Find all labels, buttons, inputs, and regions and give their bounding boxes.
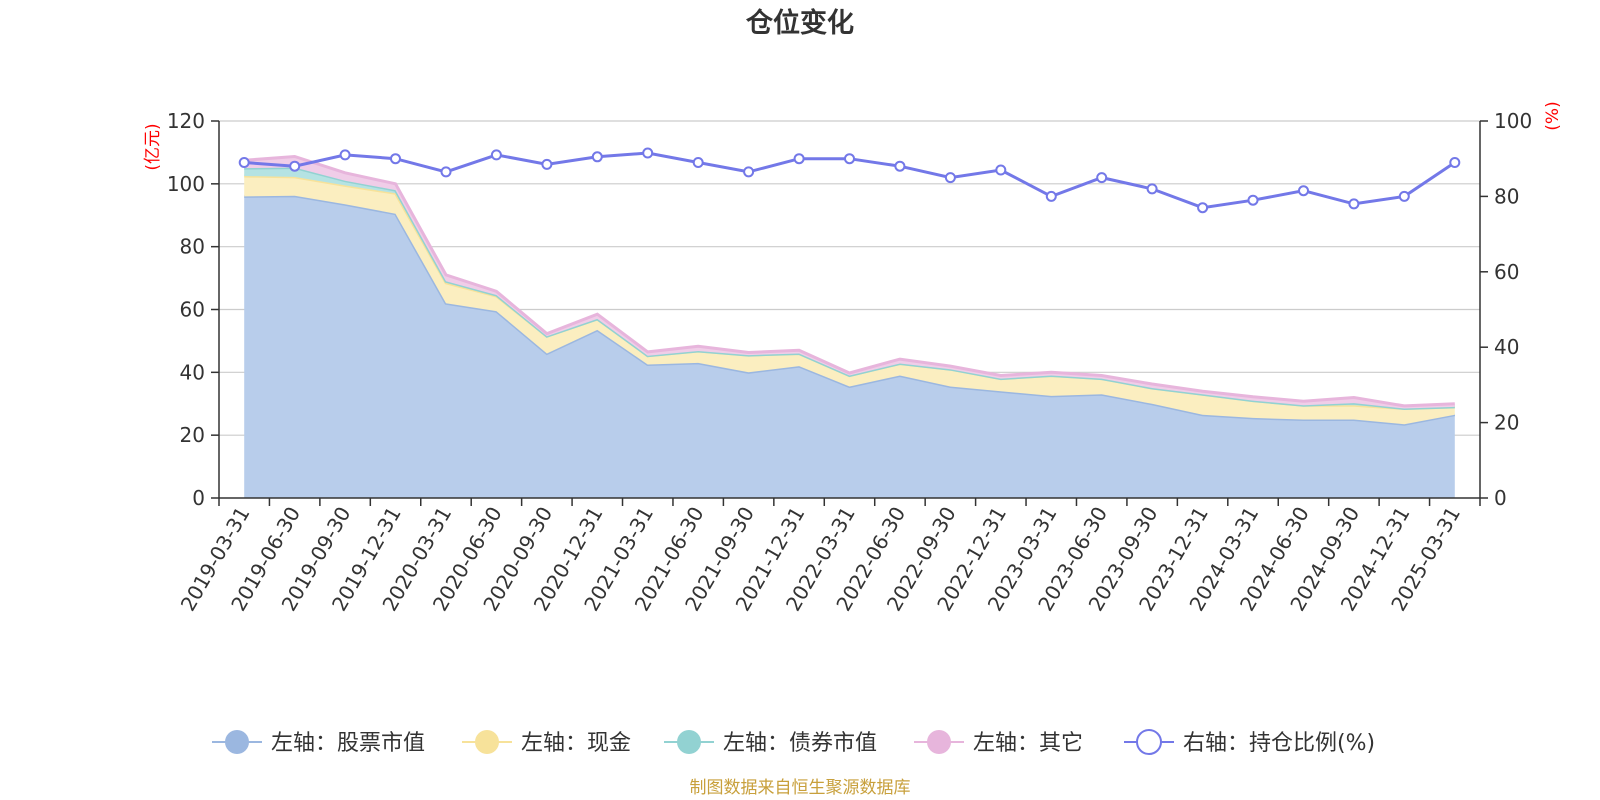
- line-point: [1096, 172, 1108, 184]
- area-左轴：股票市值: [244, 195, 1455, 499]
- legend-marker-icon: [225, 730, 249, 754]
- legend-label: 左轴：股票市值: [271, 731, 425, 756]
- legend-marker-icon: [677, 730, 701, 754]
- line-point: [390, 153, 401, 165]
- line-point: [339, 149, 351, 161]
- left-axis-unit: (亿元): [143, 123, 163, 170]
- area-edge-左轴：其它: [244, 154, 1455, 408]
- right-tick-label: 40: [1494, 335, 1519, 359]
- stacked-areas: [244, 154, 1456, 499]
- legend-item[interactable]: 左轴：股票市值: [212, 730, 425, 756]
- line-point: [642, 147, 654, 159]
- line-point: [1398, 190, 1410, 202]
- area-左轴：现金: [244, 176, 1455, 425]
- legend[interactable]: 左轴：股票市值 左轴：现金 左轴：债券市值 左轴：其它 右轴：持仓比例(%): [212, 729, 1375, 756]
- left-tick-label: 40: [180, 360, 205, 384]
- line-point: [1247, 194, 1259, 206]
- line-point: [1348, 198, 1360, 210]
- legend-marker-icon: [927, 730, 951, 754]
- right-tick-label: 20: [1494, 411, 1519, 435]
- left-tick-label: 0: [192, 486, 205, 510]
- right-tick-label: 80: [1494, 184, 1519, 208]
- right-tick-label: 100: [1494, 109, 1532, 133]
- line-point: [289, 160, 301, 172]
- position-ratio-line: [238, 147, 1461, 214]
- legend-marker-icon: [475, 730, 499, 754]
- legend-label: 左轴：现金: [521, 731, 631, 756]
- chart-title: 仓位变化: [745, 7, 854, 39]
- line-point: [894, 160, 906, 172]
- left-tick-label: 80: [180, 235, 205, 259]
- left-tick-label: 100: [167, 172, 205, 196]
- line-point: [1449, 157, 1461, 168]
- line-point: [1298, 185, 1309, 197]
- line-point: [1045, 190, 1057, 202]
- left-tick-label: 120: [167, 109, 205, 133]
- line-point: [743, 166, 755, 178]
- left-tick-label: 20: [180, 423, 205, 447]
- line-point: [238, 157, 250, 168]
- line-point: [1146, 183, 1158, 195]
- legend-label: 左轴：其它: [973, 731, 1083, 756]
- legend-label: 右轴：持仓比例(%): [1183, 731, 1375, 756]
- area-左轴：其它: [244, 156, 1455, 409]
- data-source-note: 制图数据来自恒生聚源数据库: [690, 778, 911, 798]
- line-point: [490, 149, 502, 161]
- legend-item[interactable]: 左轴：其它: [914, 730, 1083, 756]
- legend-marker-icon: [1136, 729, 1162, 755]
- right-axis-unit: (%): [1543, 101, 1563, 130]
- right-tick-label: 0: [1494, 486, 1507, 510]
- line-point: [793, 153, 805, 165]
- line-point: [692, 157, 704, 168]
- line-point: [541, 158, 553, 170]
- line-point: [591, 151, 603, 163]
- line-point: [440, 166, 452, 178]
- right-tick-label: 60: [1494, 260, 1519, 284]
- legend-label: 左轴：债券市值: [723, 731, 877, 756]
- line-point: [1197, 202, 1209, 214]
- legend-item[interactable]: 左轴：债券市值: [664, 730, 877, 756]
- line-point: [995, 164, 1007, 176]
- line-point: [844, 153, 855, 165]
- legend-item[interactable]: 左轴：现金: [462, 730, 631, 756]
- legend-item[interactable]: 右轴：持仓比例(%): [1124, 729, 1375, 756]
- left-tick-label: 60: [180, 298, 205, 322]
- line-point: [944, 172, 956, 184]
